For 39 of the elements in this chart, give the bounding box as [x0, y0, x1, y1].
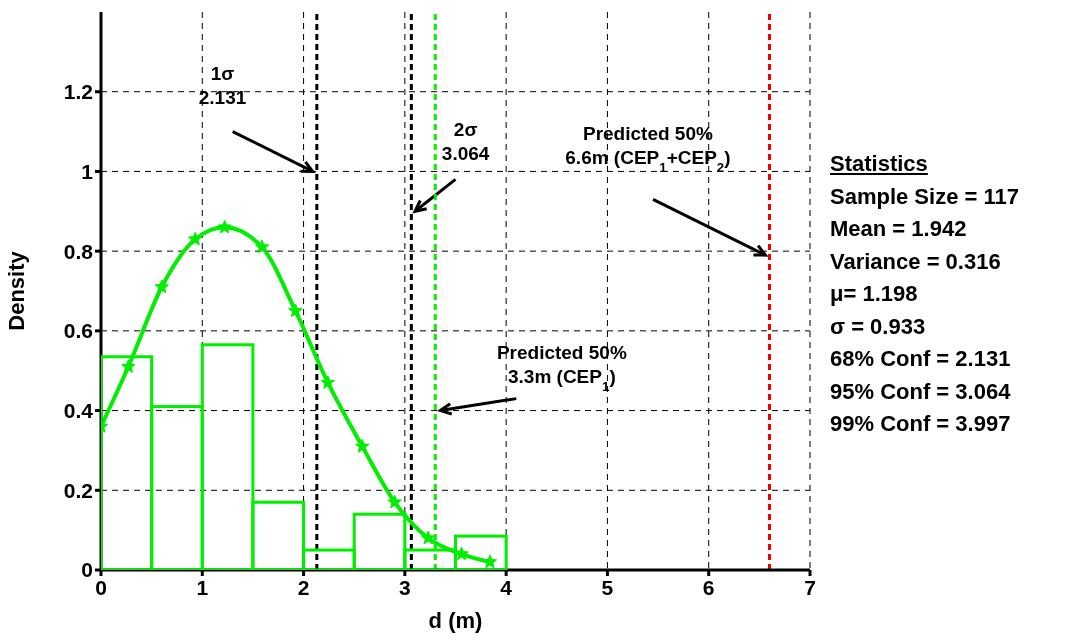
point	[355, 438, 370, 453]
ref-line-label: 2σ 3.064	[441, 118, 490, 164]
point	[320, 375, 336, 389]
x-axis-title: d (m)	[428, 608, 483, 633]
y-tick-label: 0.2	[63, 478, 93, 502]
point	[121, 359, 136, 373]
ref-line-label: 1σ 2.131	[198, 62, 247, 108]
x-tick-label: 6	[702, 575, 715, 599]
text: Mean = 1.942	[830, 216, 967, 241]
text: 95% Conf = 3.064	[830, 378, 1011, 404]
point	[387, 494, 402, 509]
y-tick-label: 0.8	[63, 239, 94, 263]
ref-line-label: Predicted 50% 6.6m (CEP$_{1}$+CEP$_{2}$)	[565, 122, 731, 175]
text: Variance = 0.316	[830, 248, 1001, 274]
x-tick-label: 2	[297, 575, 310, 599]
x-tick-label: 7	[804, 575, 816, 599]
ref-line-label: Predicted 50% 3.3m (CEP$_{1}$)	[496, 341, 627, 394]
text: 68% Conf = 2.131	[830, 346, 1011, 371]
x-tick-label: 3	[399, 575, 411, 599]
x-tick-label: 5	[601, 575, 614, 599]
point	[421, 530, 436, 545]
y-tick-label: 1.2	[63, 80, 93, 104]
text: σ = 0.933	[830, 313, 926, 339]
point	[217, 219, 232, 234]
x-tick-label: 1	[196, 575, 209, 599]
point	[154, 279, 169, 294]
y-tick-label: 0.4	[63, 399, 94, 423]
text: μ= 1.198	[830, 281, 918, 306]
y-tick-label: 1	[81, 159, 94, 183]
point	[288, 303, 303, 318]
text: 99% Conf = 3.997	[830, 411, 1011, 436]
point	[188, 231, 203, 246]
text: Statistics	[830, 151, 928, 176]
y-tick-label: 0.6	[63, 319, 93, 343]
point	[254, 239, 270, 254]
x-tick-label: 4	[500, 575, 513, 599]
y-tick-label: 0	[81, 558, 93, 582]
y-axis-title: Density	[3, 250, 29, 331]
text: Sample Size = 117	[830, 183, 1019, 209]
